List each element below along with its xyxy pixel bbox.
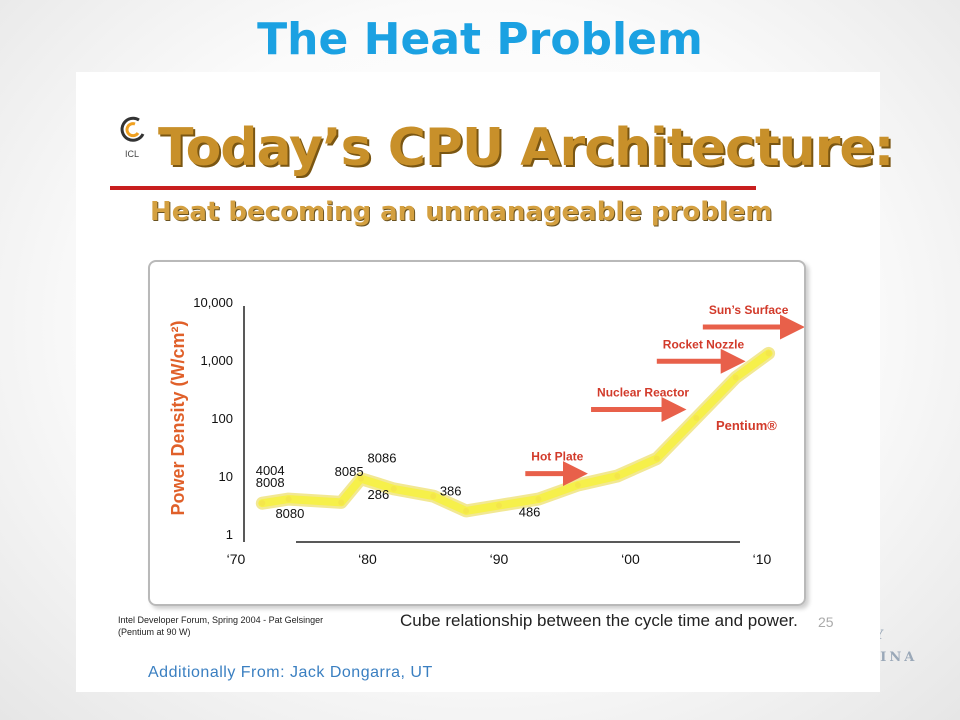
processor-label: 8086 — [368, 451, 397, 466]
chart-frame: Power Density (W/cm²) 1 10 100 1,000 10,000 ‘7… — [148, 260, 806, 606]
y-axis-title: Power Density (W/cm²) — [168, 320, 188, 515]
processor-label: 386 — [440, 484, 462, 499]
processor-label: Pentium® — [716, 418, 777, 433]
data-point — [463, 507, 470, 514]
data-point — [653, 455, 660, 462]
heading-rule — [110, 186, 756, 190]
figure-heading: Today’s CPU Architecture: — [158, 118, 894, 178]
chart-caption: Cube relationship between the cycle time… — [400, 611, 798, 630]
processor-label: 8085 — [335, 464, 364, 479]
page-number: 25 — [818, 614, 834, 630]
figure-panel: ICL Today’s CPU Architecture: Heat becom… — [76, 72, 894, 692]
y-tick-label: 10 — [219, 469, 233, 484]
data-point — [259, 500, 266, 507]
figure-subheading: Heat becoming an unmanageable problem — [150, 197, 773, 227]
icl-swirl-icon — [120, 116, 145, 142]
processor-label: 286 — [368, 487, 390, 502]
processor-label: 8080 — [275, 506, 304, 521]
x-tick-label: ‘00 — [621, 551, 640, 567]
data-point — [765, 350, 772, 357]
y-tick-label: 1,000 — [200, 353, 233, 368]
data-point — [614, 473, 621, 479]
x-tick-label: ‘70 — [227, 551, 246, 567]
source-credit: Additionally From: Jack Dongarra, UT — [148, 664, 433, 681]
x-tick-label: ‘90 — [490, 551, 509, 567]
processor-label: 486 — [519, 505, 541, 520]
reference-label: Rocket Nozzle — [663, 337, 745, 351]
data-point — [338, 499, 345, 506]
icl-logo-text: ICL — [124, 149, 139, 159]
data-point — [732, 374, 739, 381]
power-curve-glow — [255, 346, 776, 518]
y-tick-label: 1 — [226, 527, 233, 542]
processor-label: 4004 — [256, 463, 285, 478]
data-point — [357, 475, 364, 482]
power-density-chart: Power Density (W/cm²) 1 10 100 1,000 10,000 ‘7… — [168, 295, 804, 567]
data-point — [390, 485, 397, 492]
citation: Intel Developer Forum, Spring 2004 - Pat… — [118, 614, 323, 638]
reference-label: Sun’s Surface — [709, 303, 789, 317]
x-tick-label: ‘80 — [358, 551, 377, 567]
x-tick-label: ‘10 — [753, 551, 772, 567]
data-point — [535, 496, 542, 503]
data-point — [430, 493, 437, 500]
power-curve-line — [258, 349, 773, 515]
data-point — [285, 496, 292, 503]
slide-title: The Heat Problem — [257, 14, 703, 65]
data-point — [693, 415, 700, 421]
data-point — [496, 502, 502, 509]
data-point — [574, 481, 581, 488]
reference-label: Hot Plate — [531, 450, 583, 464]
reference-label: Nuclear Reactor — [597, 386, 689, 400]
citation-line: (Pentium at 90 W) — [118, 627, 191, 637]
y-tick-label: 10,000 — [193, 295, 233, 310]
citation-line: Intel Developer Forum, Spring 2004 - Pat… — [118, 615, 324, 625]
icl-logo: ICL — [106, 114, 158, 159]
y-tick-label: 100 — [211, 411, 233, 426]
processor-label: 8008 — [256, 475, 285, 490]
